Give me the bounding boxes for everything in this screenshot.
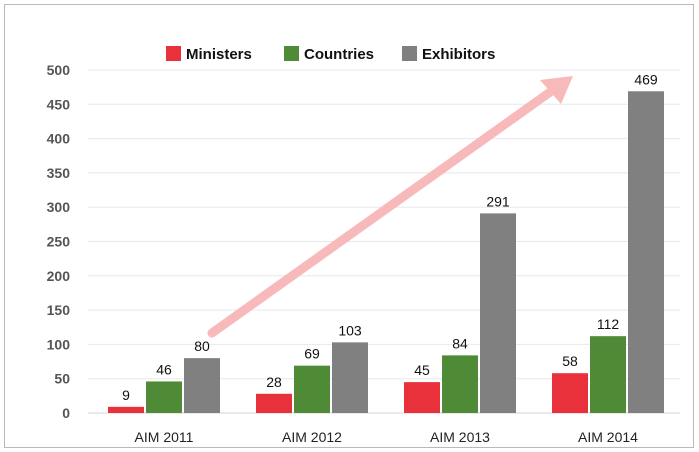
y-tick-label: 200 <box>47 268 71 284</box>
y-tick-label: 400 <box>47 131 71 147</box>
bars <box>108 91 664 414</box>
y-tick-label: 100 <box>47 336 71 352</box>
y-tick-label: 500 <box>47 62 71 78</box>
bar-ministers <box>552 373 588 413</box>
bar-ministers <box>108 406 144 413</box>
y-tick-label: 450 <box>47 96 71 112</box>
data-label: 84 <box>452 335 468 351</box>
x-category-label: AIM 2011 <box>135 429 194 445</box>
bar-exhibitors <box>184 358 220 413</box>
data-label: 28 <box>266 374 282 390</box>
data-label: 80 <box>194 338 210 354</box>
legend: Ministers Countries Exhibitors <box>166 46 495 63</box>
x-category-label: AIM 2012 <box>282 429 342 445</box>
bar-exhibitors <box>480 213 516 413</box>
data-label: 69 <box>304 346 320 362</box>
legend-label-ministers: Ministers <box>186 46 252 63</box>
bar-ministers <box>256 393 292 413</box>
y-tick-label: 300 <box>47 199 71 215</box>
data-label: 46 <box>156 361 172 377</box>
data-label: 58 <box>562 353 578 369</box>
trend-arrow-head <box>540 76 573 104</box>
y-tick-label: 0 <box>62 405 70 421</box>
trend-arrow <box>207 76 573 338</box>
bar-countries <box>590 336 626 413</box>
y-tick-label: 150 <box>47 302 71 318</box>
y-axis-ticks: 0 50 100 150 200 250 300 350 400 450 500 <box>47 62 71 421</box>
y-tick-label: 350 <box>47 165 71 181</box>
data-label: 291 <box>486 193 510 209</box>
y-tick-label: 50 <box>54 371 70 387</box>
data-label: 9 <box>122 387 130 403</box>
data-label: 103 <box>338 322 362 338</box>
data-label: 45 <box>414 362 430 378</box>
x-category-label: AIM 2014 <box>578 429 638 445</box>
legend-swatch-ministers <box>166 46 181 61</box>
data-label: 469 <box>634 71 658 87</box>
legend-label-countries: Countries <box>304 46 374 63</box>
y-tick-label: 250 <box>47 234 71 250</box>
bar-countries <box>294 365 330 413</box>
data-label: 112 <box>597 316 620 332</box>
bar-countries <box>146 381 182 413</box>
legend-swatch-countries <box>284 46 299 61</box>
bar-ministers <box>404 382 440 413</box>
bar-exhibitors <box>628 91 664 414</box>
legend-label-exhibitors: Exhibitors <box>422 46 495 63</box>
x-axis-categories: AIM 2011 AIM 2012 AIM 2013 AIM 2014 <box>135 429 639 445</box>
x-category-label: AIM 2013 <box>430 429 490 445</box>
bar-countries <box>442 355 478 413</box>
trend-arrow-shaft <box>207 85 558 338</box>
data-labels: 9 46 80 28 69 103 45 84 291 58 112 469 <box>122 71 658 403</box>
bar-exhibitors <box>332 342 368 413</box>
legend-swatch-exhibitors <box>402 46 417 61</box>
